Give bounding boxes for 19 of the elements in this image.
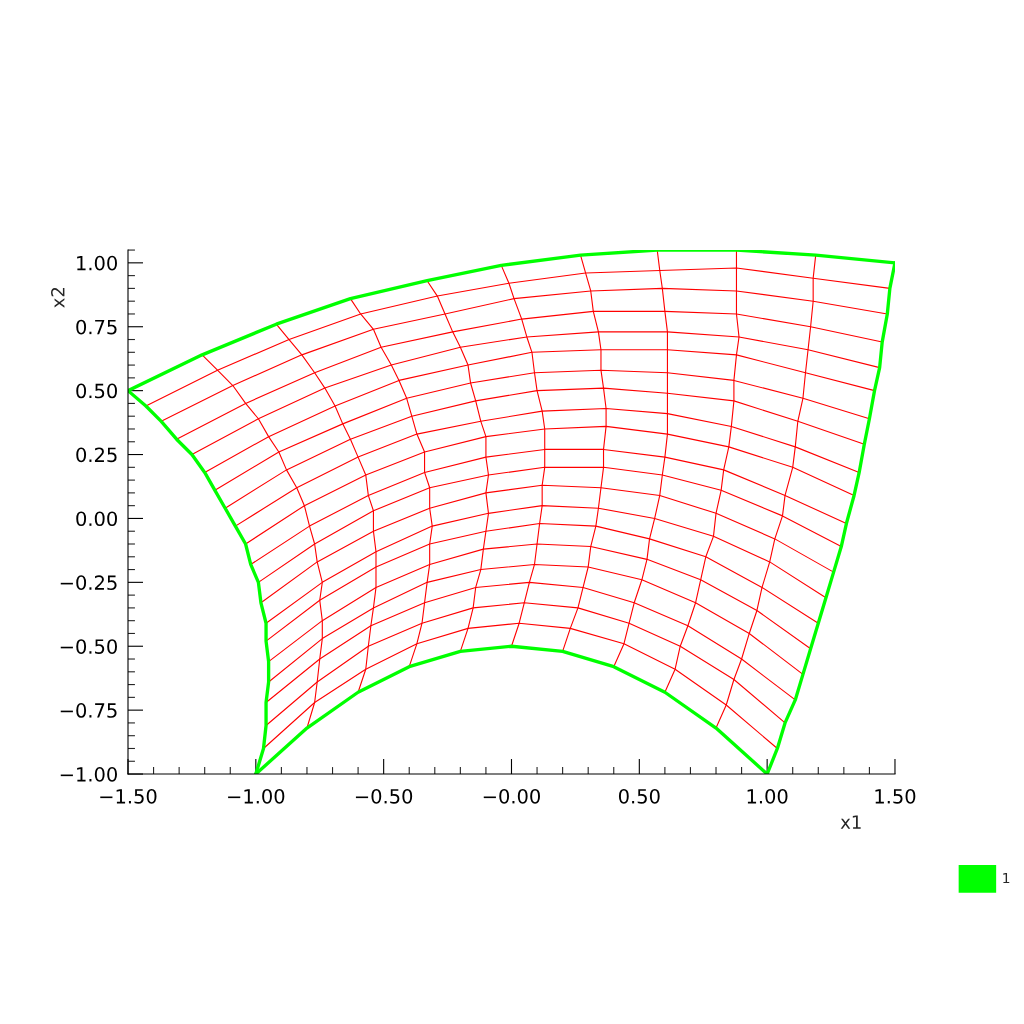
y-tick-label: −0.75: [60, 703, 117, 718]
y-tick-label: −0.25: [60, 575, 117, 591]
y-axis-title: x2: [51, 287, 65, 308]
x-tick-label: 1.50: [875, 788, 916, 804]
x-tick-label: −1.50: [100, 788, 157, 804]
y-tick-label: 1.00: [77, 255, 117, 271]
y-tick-label: 0.50: [76, 383, 117, 399]
y-tick-label: −1.00: [60, 767, 117, 782]
x-tick-label: −1.00: [228, 788, 285, 804]
y-tick-label: 0.25: [76, 447, 117, 463]
x-tick-label: 0.50: [618, 788, 660, 804]
x-tick-label: −0.00: [483, 788, 540, 804]
x-tick-label: 1.00: [747, 788, 788, 804]
x-axis-title: x1: [840, 815, 861, 829]
y-tick-label: 0.00: [76, 511, 117, 527]
y-tick-label: 0.75: [76, 319, 117, 335]
y-tick-label: −0.50: [60, 639, 117, 654]
x-tick-label: −0.50: [355, 788, 413, 804]
legend-label: 1: [1003, 872, 1010, 884]
